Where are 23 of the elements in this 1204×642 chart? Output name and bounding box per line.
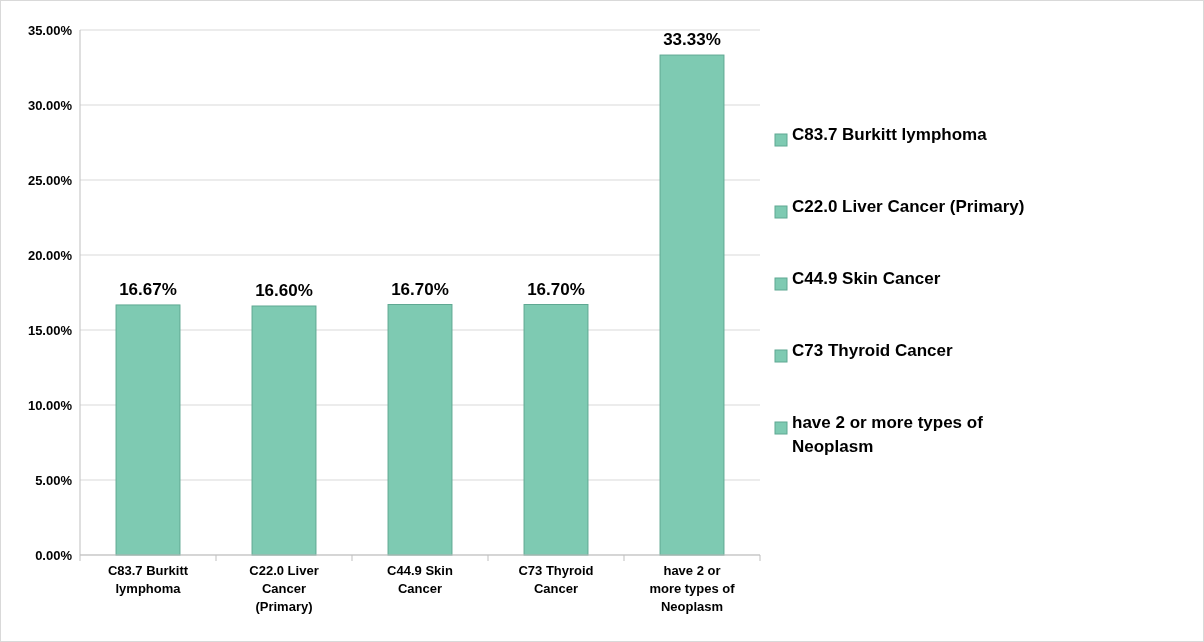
data-label: 33.33% [663,30,721,50]
legend-label: C44.9 Skin Cancer [792,269,941,288]
legend-label: C22.0 Liver Cancer (Primary) [792,197,1025,216]
x-tick-label: C22.0 Liver Cancer (Primary) [249,563,319,614]
y-tick-label: 35.00% [27,22,73,38]
data-label: 16.70% [391,279,449,299]
data-label: 16.60% [255,281,313,300]
x-tick-label: C44.9 Skin Cancer [387,563,453,596]
y-tick-label: 0.00% [35,547,73,563]
y-tick-label: 25.00% [27,172,73,188]
legend-label: C83.7 Burkitt lymphoma [792,125,988,144]
data-label: 16.70% [527,279,585,299]
x-tick-label: C83.7 Burkitt lymphoma [107,563,189,596]
y-tick-label: 5.00% [35,472,73,488]
legend-label: C73 Thyroid Cancer [792,341,953,360]
legend-label: have 2 or more types of Neoplasm [792,413,984,456]
y-tick-label: 15.00% [27,322,73,338]
y-tick-label: 10.00% [27,397,73,413]
y-tick-label: 20.00% [27,247,73,263]
x-tick-label: C73 Thyroid Cancer [518,563,594,596]
y-tick-label: 30.00% [27,97,73,113]
data-label: 16.67% [119,279,177,299]
x-tick-label: have 2 or more types of Neoplasm [649,563,736,614]
